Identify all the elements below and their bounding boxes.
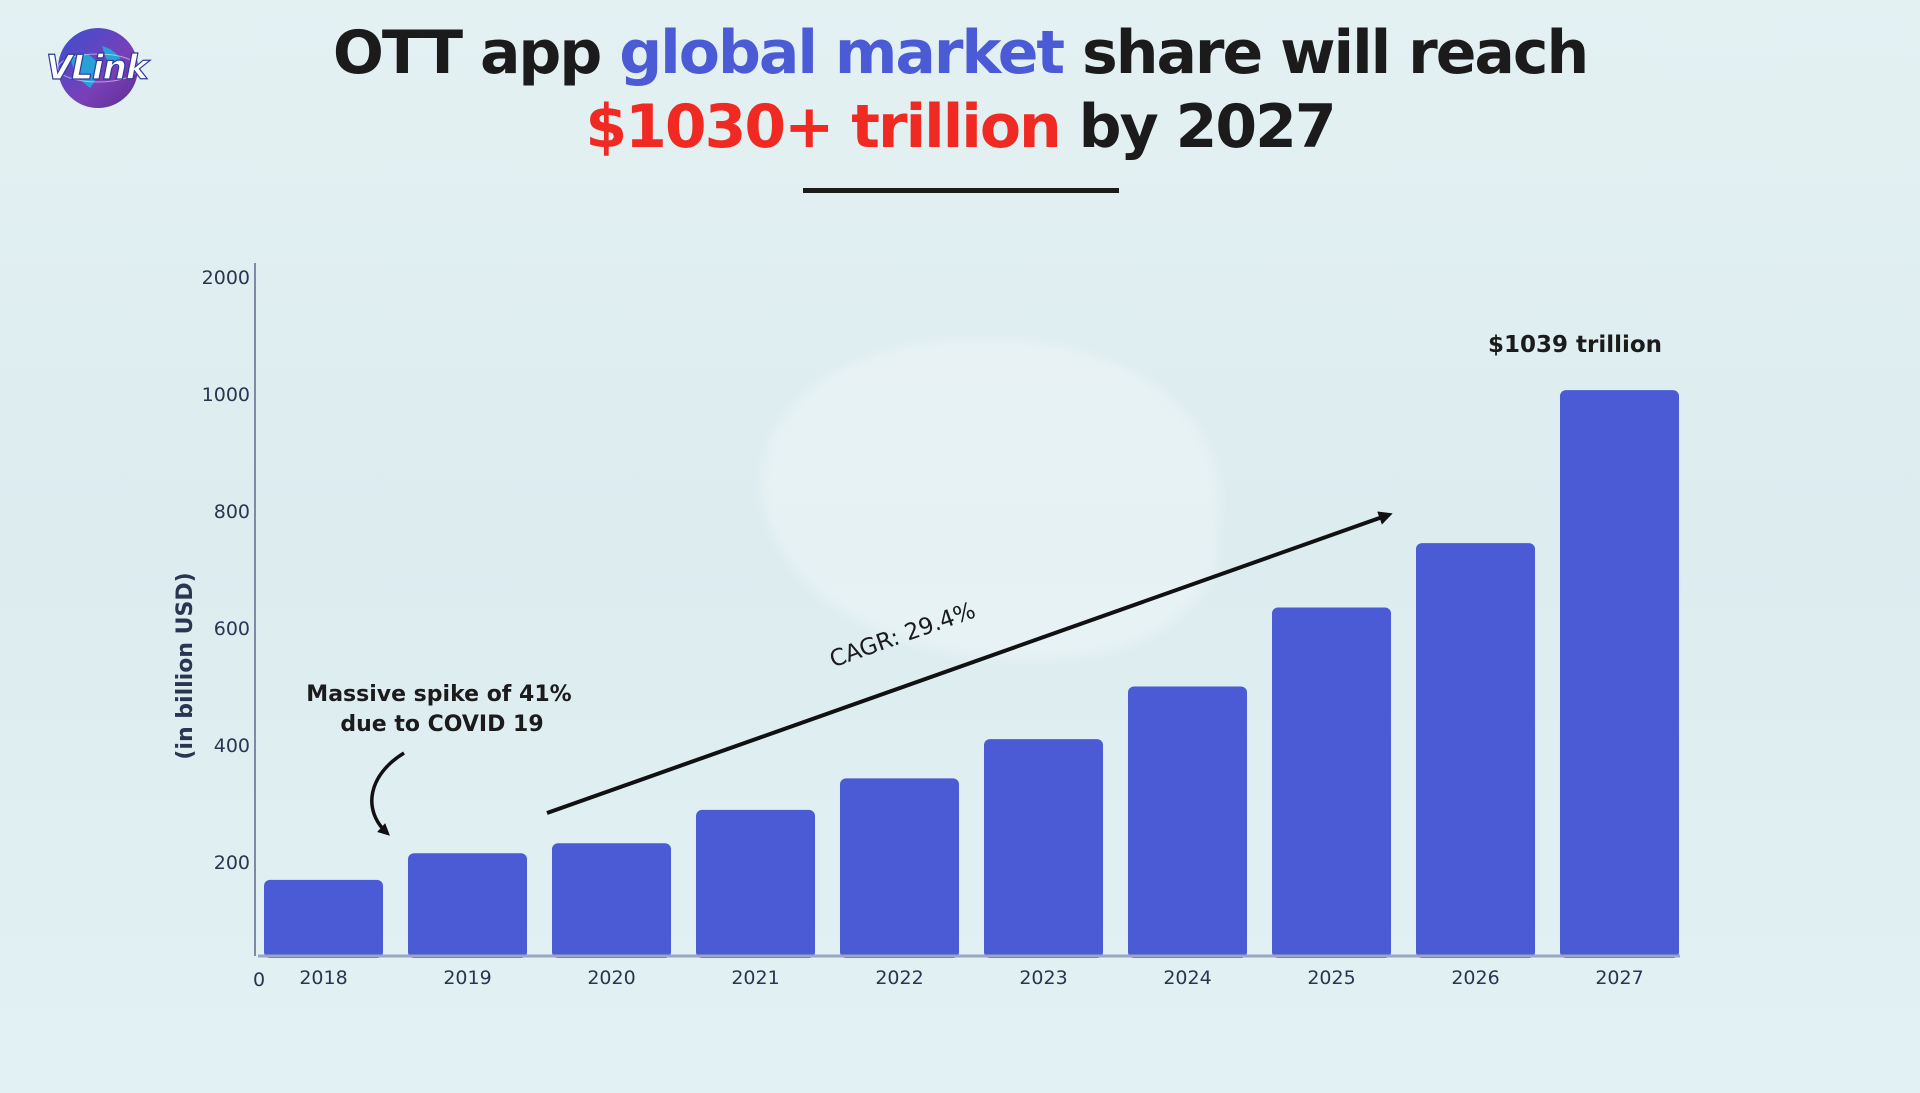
title-underline [803,188,1119,193]
title-highlight-1: global market [619,18,1065,88]
x-tick-2020: 2020 [587,967,635,989]
bar-2027 [1560,390,1679,959]
bar-2024 [1128,686,1247,958]
bar-2020 [552,843,671,958]
x-tick-2025: 2025 [1307,967,1355,989]
x-tick-2018: 2018 [299,967,347,989]
y-axis-label: (in billion USD) [173,572,198,759]
x-tick-group: 2018 2019 2020 2021 2022 2023 2024 2025 2026 2027 [299,967,1643,989]
vlink-logo: VLink [40,18,180,118]
x-tick-2027: 2027 [1595,967,1643,989]
y-tick-400: 400 [214,735,250,757]
page-title-line-2: $1030+ trillion by 2027 [0,92,1920,162]
bar-2018 [264,879,383,958]
spike-annotation-line-2: due to COVID 19 [340,712,543,737]
x-tick-2021: 2021 [731,967,779,989]
y-tick-0: 0 [253,969,265,991]
x-tick-2026: 2026 [1451,967,1499,989]
title-part-1: OTT app [332,18,620,88]
title-part-2: share will reach [1063,18,1589,88]
bar-group [264,390,1679,959]
logo-text: VLink [45,47,149,88]
cagr-arrow [546,511,1393,815]
globe-icon [57,28,139,108]
spike-annotation-line-1: Massive spike of 41% [306,682,571,707]
y-tick-group: 0 200 400 600 800 1000 2000 [202,267,265,991]
page-title-line-1: OTT app global market share will reach [0,18,1920,88]
title-part-3: by 2027 [1059,92,1337,162]
bar-2021 [696,809,815,958]
bar-2019 [408,853,527,958]
bar-2023 [984,739,1103,958]
y-tick-600: 600 [214,618,250,640]
cagr-label: CAGR: 29.4% [826,598,979,673]
x-tick-2023: 2023 [1019,967,1067,989]
y-tick-2000: 2000 [202,267,250,289]
bar-2022 [840,778,959,958]
last-bar-value-label: $1039 trillion [1488,332,1662,358]
x-tick-2024: 2024 [1163,967,1211,989]
background-hand-image [760,340,1220,660]
y-tick-200: 200 [214,852,250,874]
y-tick-800: 800 [214,501,250,523]
bar-2026 [1416,543,1535,958]
y-tick-1000: 1000 [202,384,250,406]
x-tick-2022: 2022 [875,967,923,989]
x-tick-2019: 2019 [443,967,491,989]
spike-arrow [370,751,405,836]
bar-2025 [1272,607,1391,958]
title-highlight-2: $1030+ trillion [585,92,1061,162]
